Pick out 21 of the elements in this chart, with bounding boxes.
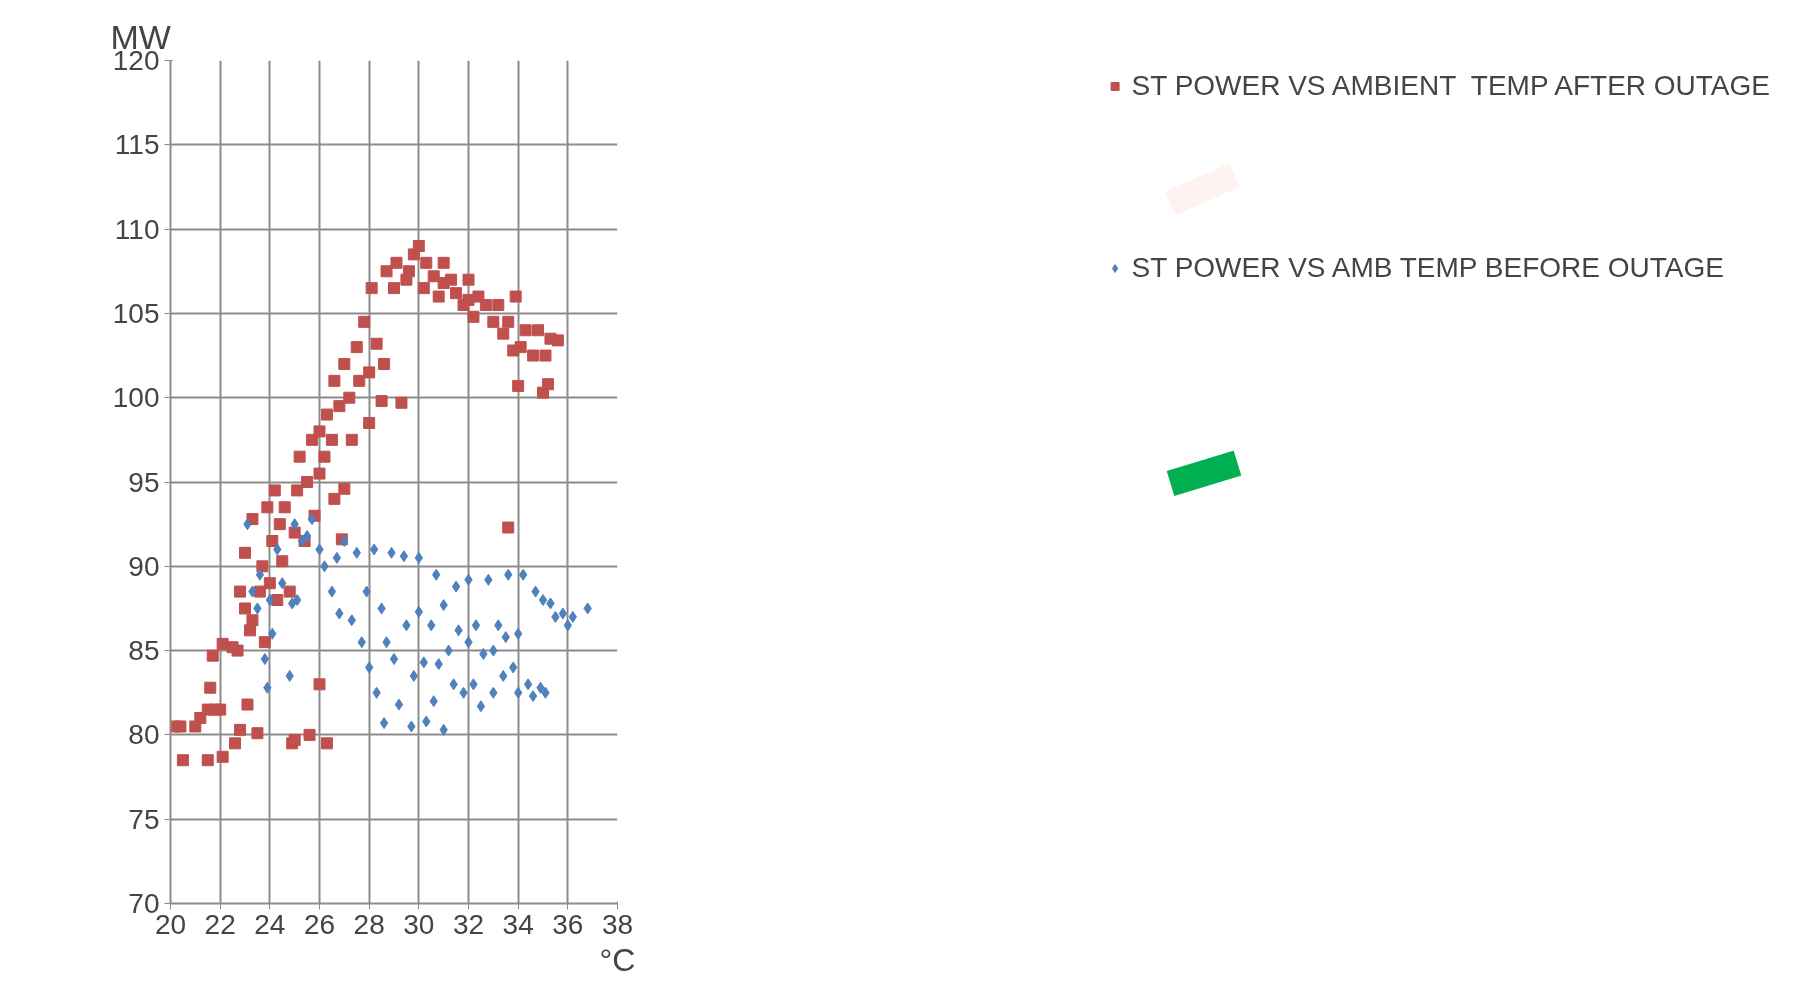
legend-label: ST POWER VS AMBIENT TEMP AFTER OUTAGE bbox=[1131, 70, 1770, 102]
y-tick-label: 95 bbox=[128, 466, 160, 498]
x-tick-label: 30 bbox=[403, 908, 435, 940]
x-tick-label: 26 bbox=[303, 908, 336, 940]
x-axis-title: °C bbox=[599, 941, 636, 978]
y-tick-label: 100 bbox=[112, 382, 160, 414]
y-tick-label: 80 bbox=[128, 719, 160, 751]
y-tick-label: 85 bbox=[128, 635, 160, 667]
x-tick-label: 34 bbox=[502, 908, 534, 940]
y-tick-label: 105 bbox=[112, 297, 160, 329]
x-tick-label: 24 bbox=[254, 908, 286, 940]
y-tick-label: 75 bbox=[128, 803, 160, 835]
y-tick-label: 115 bbox=[114, 129, 160, 161]
y-tick-label: 90 bbox=[128, 550, 160, 582]
x-tick-label: 28 bbox=[353, 908, 385, 940]
legend-label: ST POWER VS AMB TEMP BEFORE OUTAGE bbox=[1131, 252, 1724, 284]
x-tick-label: 38 bbox=[601, 908, 634, 940]
x-tick-label: 36 bbox=[552, 908, 584, 940]
x-tick-label: 22 bbox=[204, 908, 236, 940]
y-tick-label: 110 bbox=[114, 213, 160, 245]
x-tick-label: 32 bbox=[452, 908, 485, 940]
